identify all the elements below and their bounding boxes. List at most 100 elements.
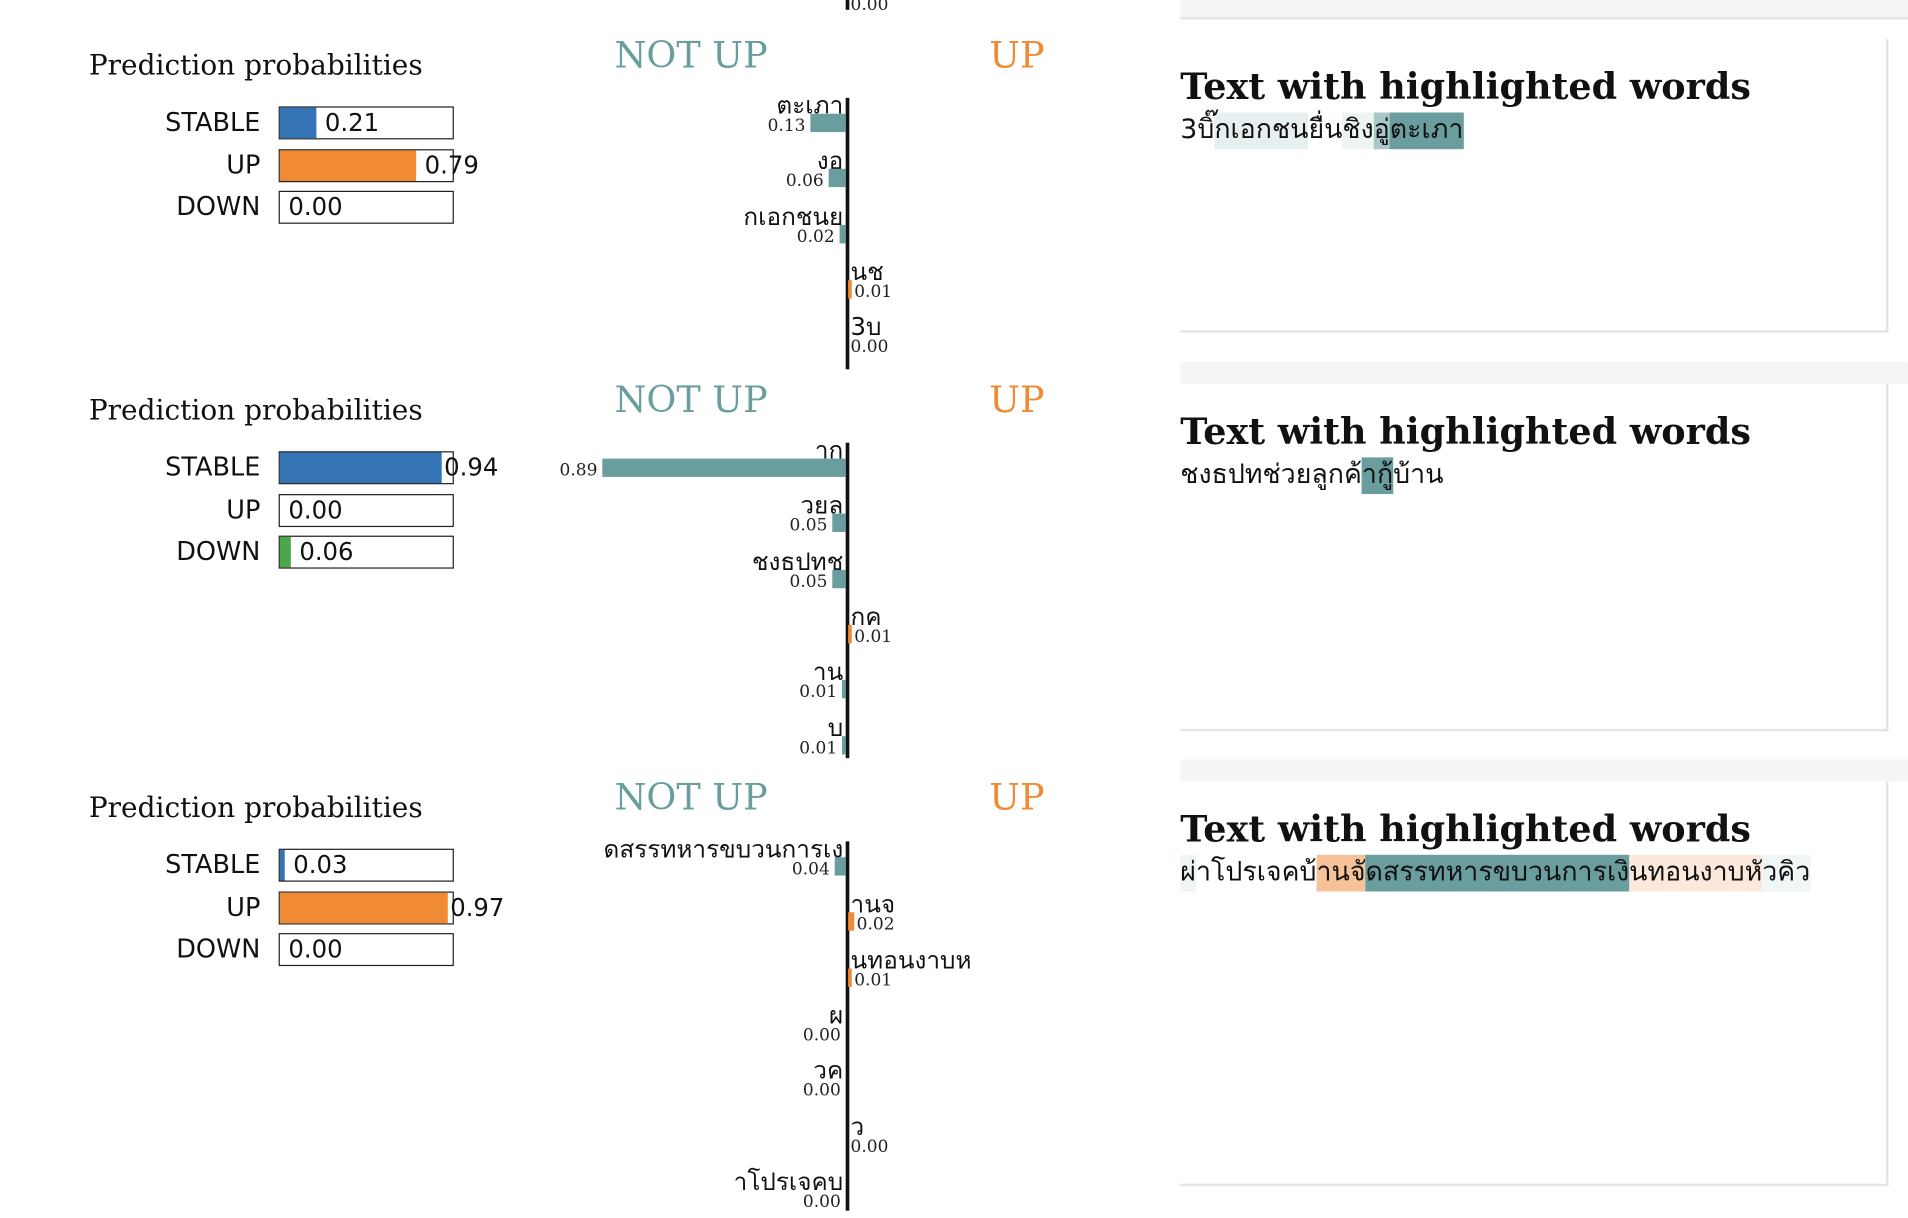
- probability-value: 0.06: [299, 536, 354, 567]
- feature-weight: 0.00: [850, 1136, 889, 1157]
- feature-axis: [845, 841, 849, 1211]
- highlighted-segment: ตะเภา: [1389, 112, 1464, 150]
- prediction-probabilities-title: Prediction probabilities: [88, 50, 423, 82]
- feature-weight: 0.01: [799, 738, 838, 758]
- class-label-stable: STABLE: [165, 849, 261, 880]
- class-label-down: DOWN: [176, 536, 261, 567]
- probability-bar-fill: [279, 107, 317, 139]
- highlighted-segment: ู้บ้าน: [1393, 459, 1444, 491]
- card-divider: [1180, 0, 1908, 20]
- probability-value: 0.97: [450, 892, 505, 922]
- card-divider: [1180, 759, 1908, 782]
- probability-value: 0.94: [444, 452, 499, 482]
- highlighted-segment: ิ๊กเอกชน: [1214, 112, 1309, 150]
- feature-word: ว: [850, 1111, 865, 1141]
- highlighted-text-title: Text with highlighted words: [1180, 808, 1751, 852]
- feature-weight: 0.01: [854, 627, 893, 647]
- highlighted-segment: ยื่น: [1308, 114, 1343, 146]
- probability-bar-fill: [279, 536, 291, 568]
- feature-weight: 0.00: [850, 337, 889, 358]
- highlighted-segment: านจั: [1316, 854, 1366, 892]
- feature-weight: 0.00: [802, 1081, 841, 1101]
- feature-weight-bar: [834, 857, 846, 876]
- feature-word: 3บ: [850, 312, 882, 342]
- probability-bar-fill: [279, 452, 442, 484]
- highlighted-text: ชงธปทช่วยลูกค้ากู้บ้าน: [1180, 457, 1444, 495]
- feature-weight-bar: [848, 968, 852, 987]
- probability-value: 0.03: [293, 849, 348, 880]
- feature-weight-bar: [842, 735, 846, 754]
- highlighted-segment: าก: [1361, 457, 1394, 495]
- card-divider: [1180, 361, 1908, 384]
- highlight-card-2: [1180, 383, 1889, 732]
- class-label-up: UP: [226, 149, 261, 180]
- probability-value: 0.00: [288, 934, 343, 964]
- probability-bar-fill: [279, 149, 417, 181]
- feature-weight: 0.89: [559, 461, 598, 481]
- feature-weight-bar: [602, 458, 846, 477]
- probability-bar-down: [278, 933, 454, 967]
- feature-word: บ: [827, 712, 844, 742]
- feature-axis: [845, 442, 849, 759]
- feature-word: กค: [850, 601, 882, 631]
- class-label-stable: STABLE: [165, 107, 261, 137]
- class-label-down: DOWN: [176, 934, 261, 964]
- highlighted-segment: ชิง: [1342, 112, 1374, 150]
- probability-value: 0.21: [324, 107, 380, 137]
- highlighted-segment: ชงธปทช่วยลูกค้: [1180, 459, 1362, 491]
- feature-weight: 0.00: [802, 1025, 841, 1046]
- feature-weight-previous: 0.00: [850, 0, 889, 15]
- feature-weight-bar: [848, 624, 852, 644]
- highlighted-text: 3บิ๊กเอกชนยื่นชิงอู่ตะเภา: [1180, 112, 1464, 150]
- feature-word: าโปรเจคบ: [733, 1166, 844, 1196]
- feature-weight: 0.05: [789, 516, 828, 536]
- feature-weight: 0.06: [785, 171, 824, 192]
- probability-bar-down: [278, 535, 454, 569]
- probability-value: 0.00: [288, 191, 343, 222]
- probability-bar-fill: [279, 892, 448, 923]
- feature-word: ดสรรทหารขบวนการเง: [603, 834, 844, 864]
- feature-weight-bar: [842, 680, 846, 699]
- highlighted-segment: อู่: [1373, 112, 1390, 150]
- class-label-stable: STABLE: [165, 452, 261, 482]
- feature-word: าน: [812, 656, 844, 687]
- feature-word: กเอกชนย: [743, 201, 844, 231]
- probability-bar-down: [278, 190, 454, 224]
- feature-word: นทอนงาบห: [850, 944, 972, 975]
- feature-word: ผ: [828, 1000, 844, 1030]
- class-label-down: DOWN: [176, 191, 261, 222]
- probability-bar-fill: [279, 849, 285, 881]
- feature-weight: 0.13: [767, 116, 806, 136]
- highlighted-segment: ผ่: [1180, 854, 1196, 892]
- highlighted-text: ผ่าโปรเจคบ้านจัดสรรทหารขบวนการเงินทอนงาบ…: [1180, 854, 1811, 892]
- feature-weight: 0.04: [791, 859, 830, 880]
- not-up-header: NOT UP: [614, 776, 768, 820]
- feature-axis: [845, 97, 849, 370]
- feature-weight-bar: [832, 513, 846, 533]
- feature-word: ชงธปทช: [751, 546, 844, 576]
- feature-weight: 0.05: [789, 571, 828, 592]
- feature-weight: 0.01: [854, 282, 893, 302]
- feature-weight-bar: [828, 169, 846, 188]
- probability-bar-up: [278, 890, 454, 924]
- feature-weight: 0.01: [799, 682, 838, 703]
- not-up-header: NOT UP: [614, 34, 768, 78]
- feature-weight-bar: [848, 279, 852, 299]
- prediction-probabilities-title: Prediction probabilities: [88, 792, 423, 825]
- up-header: UP: [989, 34, 1045, 78]
- highlighted-segment: นทอนงาบห: [1629, 854, 1763, 892]
- class-label-up: UP: [226, 494, 261, 525]
- probability-value: 0.79: [424, 149, 479, 180]
- highlighted-segment: าโปรเจคบ้: [1195, 857, 1317, 888]
- probability-value: 0.00: [288, 494, 343, 525]
- feature-word: านจ: [850, 889, 896, 919]
- probability-bar-up: [278, 493, 454, 527]
- not-up-header: NOT UP: [614, 379, 768, 422]
- probability-bar-stable: [278, 451, 454, 485]
- feature-weight-bar: [810, 113, 846, 133]
- feature-axis-previous: [845, 0, 849, 10]
- class-label-up: UP: [226, 892, 261, 922]
- highlighted-segment: ัวคิว: [1762, 854, 1811, 892]
- feature-weight: 0.02: [856, 915, 895, 935]
